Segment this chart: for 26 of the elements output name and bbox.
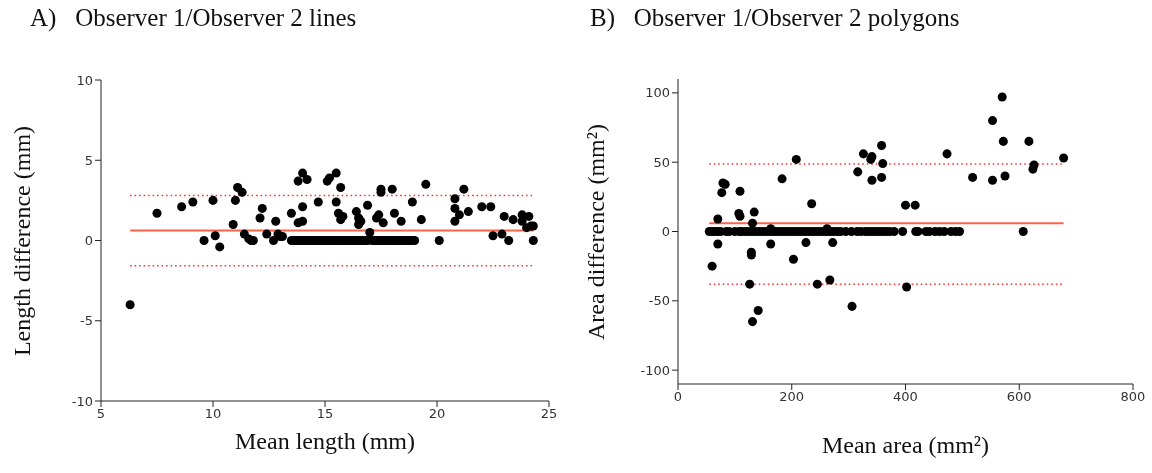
x-tick-label: 25 (540, 406, 558, 422)
y-axis-title: Area difference (mm²) (582, 123, 610, 340)
y-tick-label: 0 (661, 224, 670, 240)
y-axis-title: Length difference (mm) (8, 125, 36, 356)
y-tick-label: 5 (84, 152, 93, 168)
y-tick-label: 50 (653, 154, 670, 170)
x-tick-label: 800 (1120, 389, 1146, 405)
x-tick-label: 15 (316, 406, 334, 422)
x-axis-title: Mean area (mm²) (820, 432, 991, 459)
x-axis-title: Mean length (mm) (234, 428, 416, 455)
y-tick-label: -50 (648, 293, 670, 309)
y-tick-label: 0 (84, 233, 93, 249)
y-tick-label: 10 (76, 72, 93, 88)
chart-title: B) Observer 1/Observer 2 polygons (590, 4, 960, 32)
x-tick-label: 20 (428, 406, 446, 422)
x-tick-label: 0 (673, 389, 683, 405)
x-tick-label: 5 (96, 406, 106, 422)
x-tick-label: 400 (893, 389, 918, 405)
chart-title: A) Observer 1/Observer 2 lines (30, 4, 357, 32)
x-tick-label: 10 (204, 406, 222, 422)
y-tick-label: -100 (640, 362, 670, 378)
y-tick-label: -10 (71, 393, 93, 409)
x-tick-label: 200 (779, 389, 805, 405)
x-tick-label: 600 (1006, 389, 1032, 405)
y-tick-label: -5 (80, 313, 93, 329)
y-tick-label: 100 (645, 85, 670, 101)
